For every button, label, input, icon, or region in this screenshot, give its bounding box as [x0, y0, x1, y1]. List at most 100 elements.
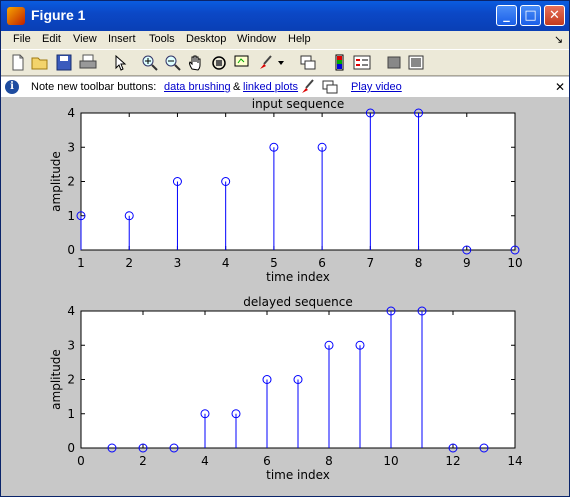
hide-plot-tools-icon[interactable]	[385, 54, 403, 71]
info-ampersand: &	[233, 81, 241, 93]
zoom-in-icon[interactable]	[141, 54, 159, 71]
axes-title: input sequence	[252, 97, 345, 111]
info-bar: i Note new toolbar buttons: data brushin…	[1, 77, 569, 97]
dock-arrow-icon[interactable]: ↘	[554, 34, 564, 46]
brush-dropdown-icon[interactable]	[277, 54, 285, 71]
info-close-icon[interactable]: ✕	[555, 80, 566, 94]
x-tick-label: 2	[139, 454, 147, 468]
x-axis-label: time index	[266, 468, 330, 482]
y-tick-label: 4	[67, 106, 75, 120]
menu-tools[interactable]: Tools	[149, 33, 175, 45]
x-tick-label: 9	[463, 256, 471, 270]
title-bar[interactable]: Figure 1 _ □ ✕	[1, 1, 569, 31]
stem-marker	[417, 306, 427, 316]
x-tick-label: 1	[77, 256, 85, 270]
x-tick-label: 6	[263, 454, 271, 468]
pan-hand-icon[interactable]	[187, 54, 205, 71]
data-cursor-icon[interactable]	[233, 54, 251, 71]
maximize-button[interactable]: □	[520, 5, 541, 26]
y-tick-label: 1	[67, 407, 75, 421]
y-axis-label: amplitude	[49, 151, 63, 212]
stem-marker	[479, 443, 489, 453]
window-title: Figure 1	[31, 7, 86, 23]
minimize-button[interactable]: _	[496, 5, 517, 26]
play-video-link[interactable]: Play video	[351, 81, 402, 93]
y-tick-label: 2	[67, 373, 75, 387]
stem-marker	[355, 340, 365, 350]
menu-bar: File Edit View Insert Tools Desktop Wind…	[1, 31, 569, 49]
stem-marker	[138, 443, 148, 453]
x-tick-label: 14	[507, 454, 522, 468]
link-plot-icon[interactable]	[299, 54, 317, 71]
data-brushing-link[interactable]: data brushing	[164, 81, 231, 93]
x-tick-label: 8	[325, 454, 333, 468]
x-tick-label: 12	[445, 454, 460, 468]
edit-plot-arrow-icon[interactable]	[111, 54, 129, 71]
new-figure-icon[interactable]	[9, 54, 27, 71]
y-tick-label: 1	[67, 209, 75, 223]
stem-marker	[462, 245, 472, 255]
x-tick-label: 8	[415, 256, 423, 270]
y-tick-label: 0	[67, 441, 75, 455]
stem-marker	[172, 177, 182, 186]
menu-insert[interactable]: Insert	[108, 33, 136, 45]
stem-marker	[386, 306, 396, 316]
stem-marker	[262, 375, 272, 384]
menu-file[interactable]: File	[13, 33, 31, 45]
stem-marker	[76, 211, 86, 221]
matlab-icon	[7, 7, 25, 25]
y-tick-label: 3	[67, 338, 75, 352]
brush-icon	[302, 79, 314, 93]
stem-marker	[269, 142, 279, 152]
y-axis-label: amplitude	[49, 349, 63, 410]
show-plot-tools-icon[interactable]	[407, 54, 425, 71]
stem-marker	[324, 340, 334, 350]
menu-desktop[interactable]: Desktop	[186, 33, 227, 45]
menu-view[interactable]: View	[73, 33, 97, 45]
linked-plots-link[interactable]: linked plots	[243, 81, 299, 93]
stem-marker	[124, 211, 134, 221]
menu-edit[interactable]: Edit	[42, 33, 61, 45]
zoom-out-icon[interactable]	[164, 54, 182, 71]
figure-toolbar	[1, 49, 569, 76]
x-tick-label: 5	[270, 256, 278, 270]
menu-window[interactable]: Window	[237, 33, 277, 45]
x-tick-label: 4	[201, 454, 209, 468]
x-tick-label: 3	[174, 256, 182, 270]
close-button[interactable]: ✕	[544, 5, 565, 26]
y-tick-label: 0	[67, 243, 75, 257]
y-tick-label: 4	[67, 304, 75, 318]
brush-icon[interactable]	[257, 54, 275, 71]
info-text: Note new toolbar buttons:	[31, 81, 157, 93]
save-icon[interactable]	[55, 54, 73, 71]
plot-area: 1 2 3 4 5 6 7 8 9 10 0 1 2 3 4 input sequence time index…	[1, 97, 569, 497]
stem-marker	[414, 108, 424, 118]
legend-icon[interactable]	[353, 54, 371, 71]
x-tick-label: 4	[222, 256, 230, 270]
x-tick-label: 10	[507, 256, 522, 270]
stem-marker	[231, 409, 241, 419]
colorbar-icon[interactable]	[331, 54, 349, 71]
x-axis-label: time index	[266, 270, 330, 284]
stem-marker	[510, 245, 520, 255]
menu-help[interactable]: Help	[288, 33, 311, 45]
y-tick-label: 3	[67, 140, 75, 154]
stem-marker	[448, 443, 458, 453]
stem-marker	[169, 443, 179, 453]
info-icon: i	[5, 80, 19, 94]
figure-window: Figure 1 _ □ ✕ File Edit View Insert Too…	[0, 0, 570, 497]
stem-marker	[107, 443, 117, 453]
x-tick-label: 6	[318, 256, 326, 270]
stem-marker	[365, 108, 375, 118]
link-plot-icon	[322, 80, 338, 94]
stem-marker	[221, 177, 231, 186]
stem-marker	[317, 142, 327, 152]
print-icon[interactable]	[79, 54, 97, 71]
open-file-icon[interactable]	[31, 54, 49, 71]
rotate-3d-icon[interactable]	[210, 54, 228, 71]
axes-title: delayed sequence	[243, 295, 352, 309]
y-tick-label: 2	[67, 175, 75, 189]
